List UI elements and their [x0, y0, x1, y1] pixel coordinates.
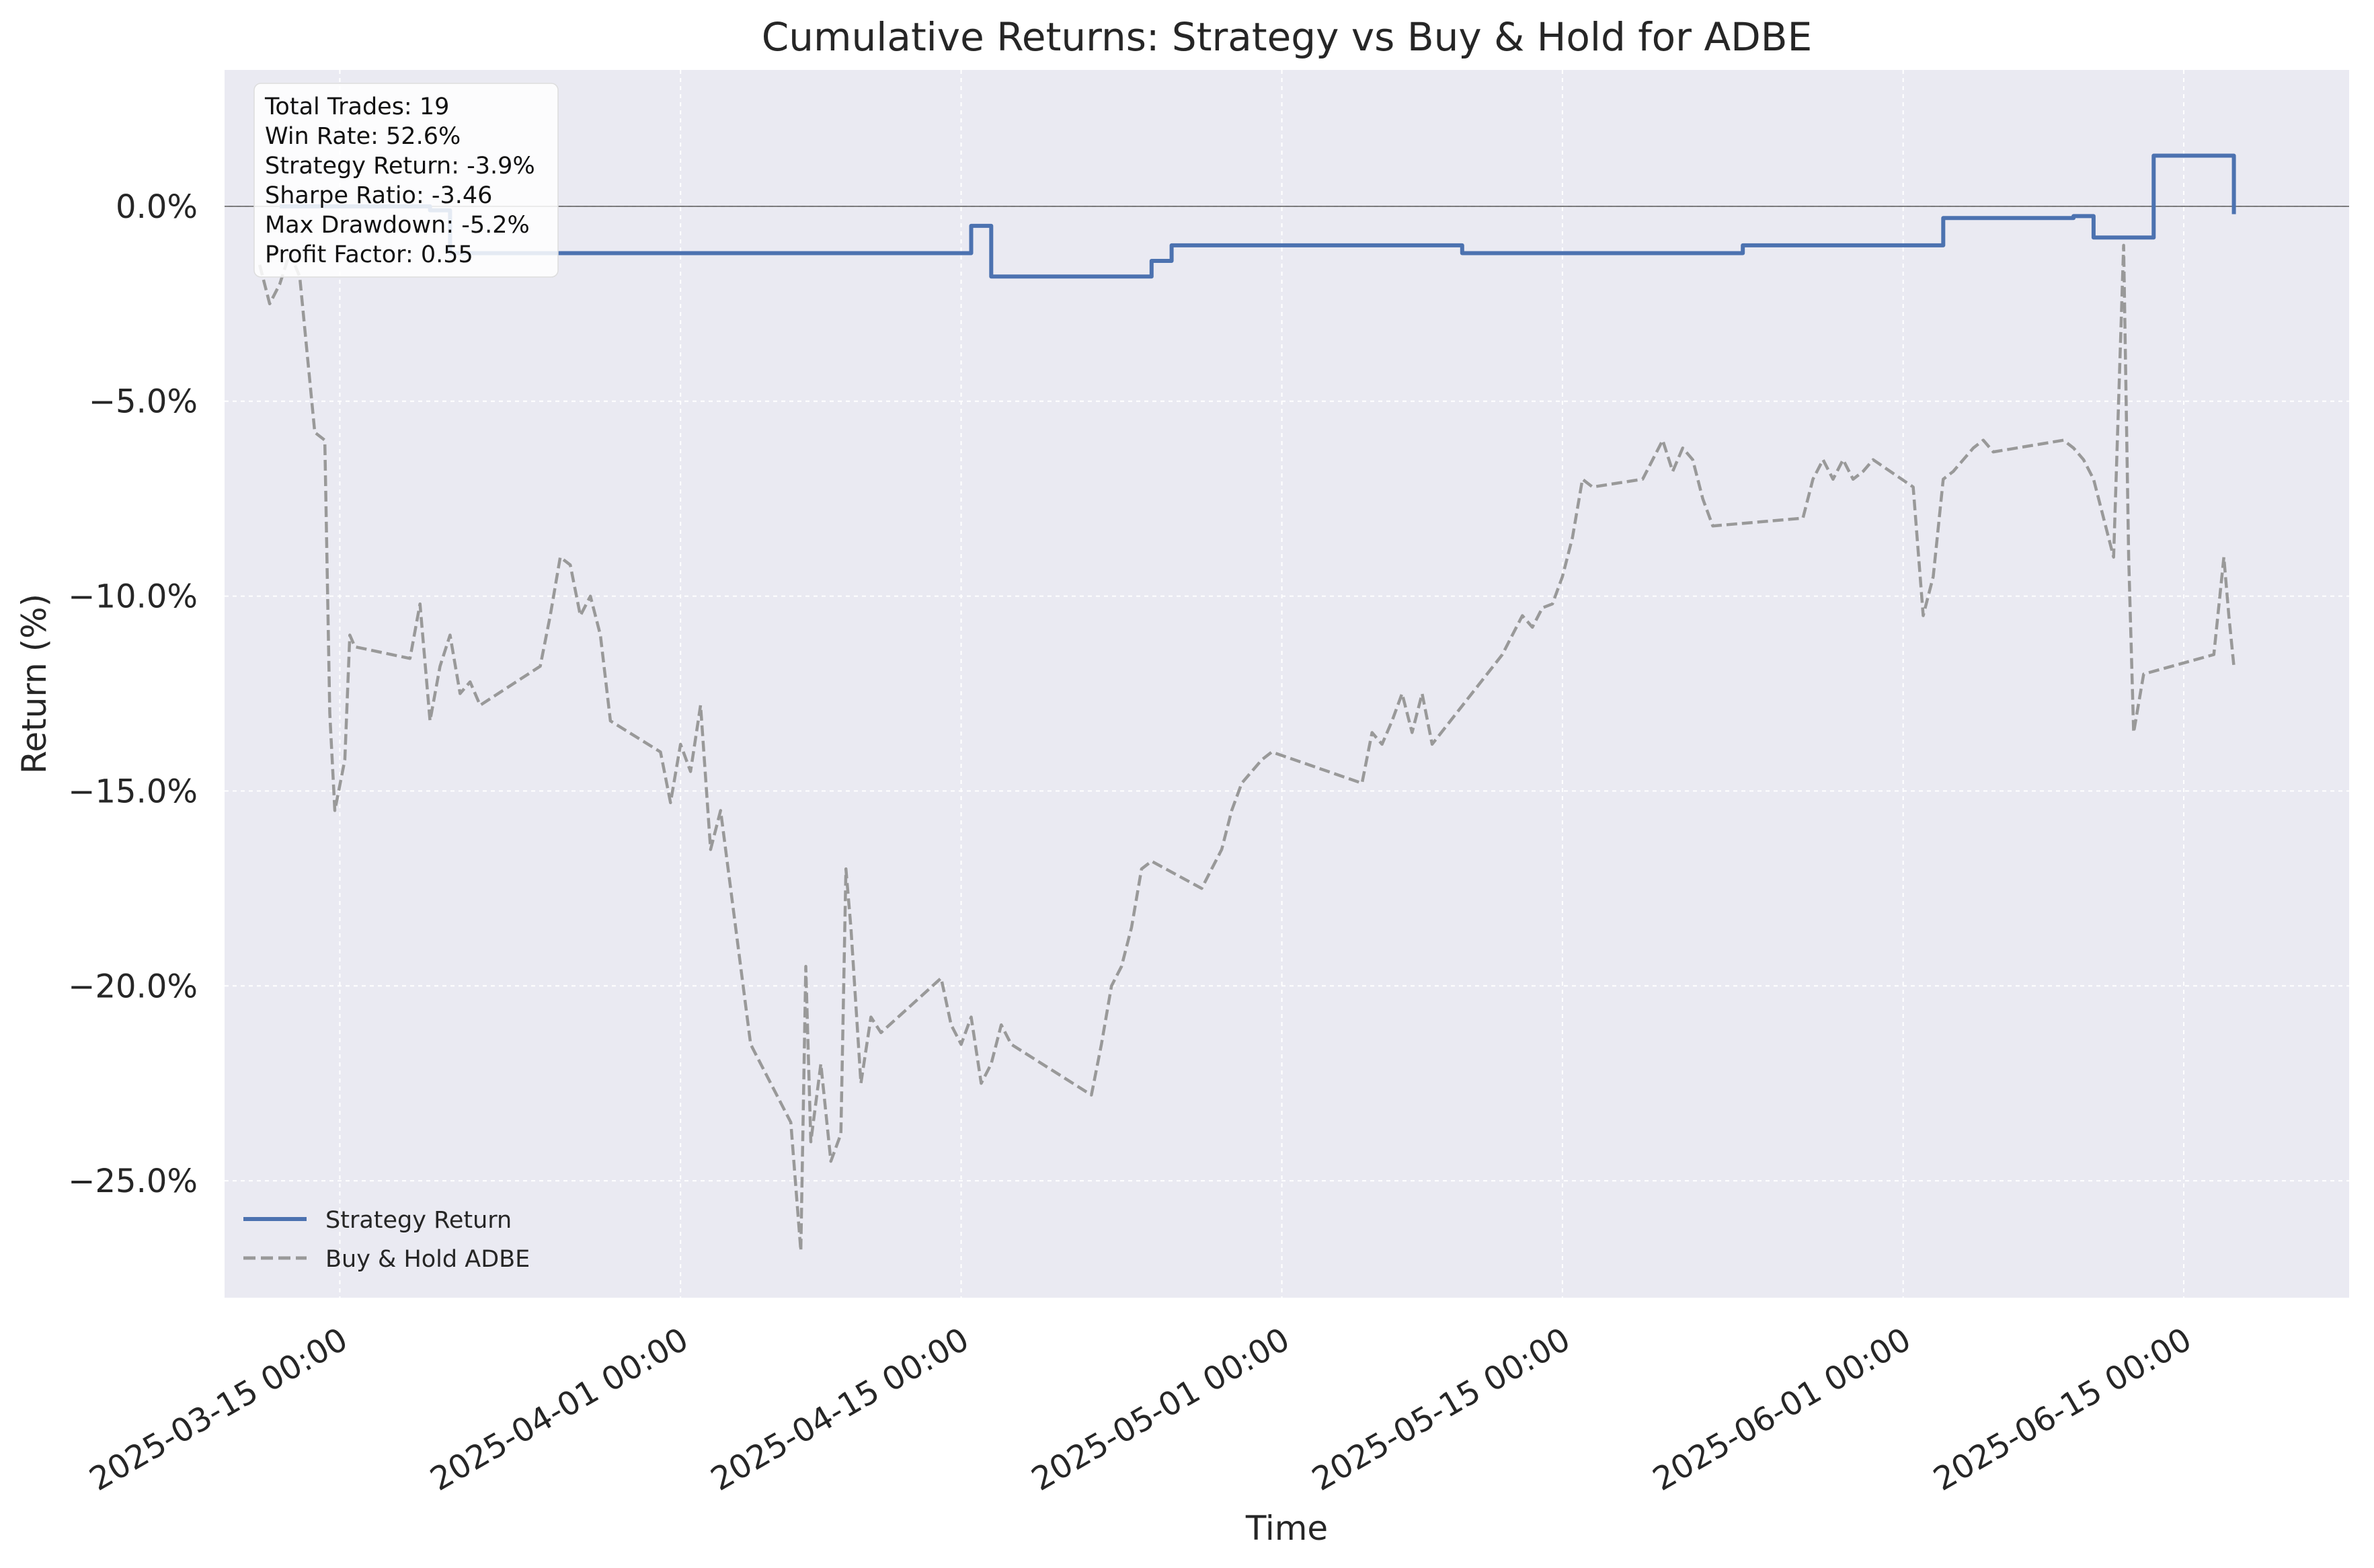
legend-strategy-label: Strategy Return — [325, 1207, 512, 1234]
strategy-return-line — [280, 153, 2236, 279]
legend: Strategy Return Buy & Hold ADBE — [243, 1207, 530, 1273]
y-tick-label: −25.0% — [68, 1163, 198, 1200]
series-layer — [258, 153, 2236, 1253]
stats-box: Total Trades: 19 Win Rate: 52.6% Strateg… — [253, 83, 559, 278]
y-tick-label: −20.0% — [68, 968, 198, 1005]
stats-max-drawdown: Max Drawdown: -5.2% — [265, 212, 530, 239]
y-tick-label: −15.0% — [68, 773, 198, 810]
stats-sharpe-ratio: Sharpe Ratio: -3.46 — [265, 182, 492, 209]
stats-strategy-return: Strategy Return: -3.9% — [265, 153, 535, 180]
stats-win-rate: Win Rate: 52.6% — [265, 123, 461, 150]
buy-hold-line — [258, 243, 2235, 1253]
x-axis-label: Time — [1245, 1509, 1328, 1548]
plot-area — [225, 70, 2349, 1298]
y-tick-label: −10.0% — [68, 578, 198, 616]
stats-box-background — [253, 83, 559, 278]
legend-buyhold-label: Buy & Hold ADBE — [325, 1246, 530, 1273]
y-axis: 0.0% −5.0% −10.0% −15.0% −20.0% −25.0% — [68, 188, 198, 1200]
y-tick-label: −5.0% — [89, 383, 198, 421]
stats-profit-factor: Profit Factor: 0.55 — [265, 241, 473, 268]
y-tick-label: 0.0% — [116, 188, 198, 226]
stats-total-trades: Total Trades: 19 — [264, 93, 449, 120]
y-axis-label: Return (%) — [15, 594, 54, 774]
chart-title: Cumulative Returns: Strategy vs Buy & Ho… — [762, 14, 1812, 60]
